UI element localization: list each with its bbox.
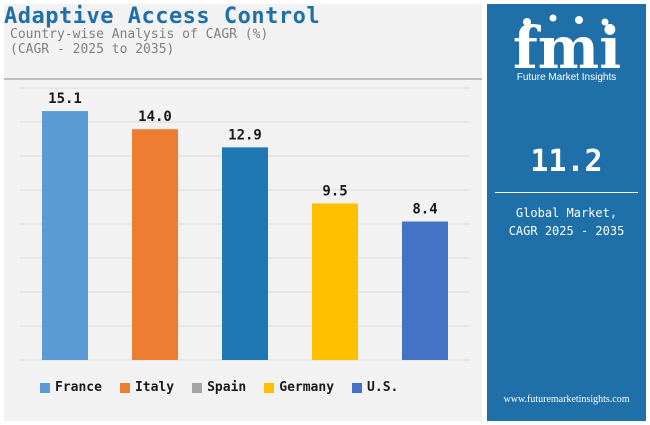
legend-label: Italy (134, 380, 175, 395)
header-divider (4, 78, 482, 80)
bar-value-label: 8.4 (412, 202, 437, 218)
bar-value-label: 15.1 (48, 91, 82, 107)
bar-value-label: 14.0 (138, 109, 172, 125)
legend-label: Spain (207, 380, 247, 395)
global-cagr-value: 11.2 (530, 144, 603, 179)
logo-decor-icon (575, 16, 583, 24)
caption-line-1: Global Market, (515, 206, 618, 220)
legend-item: Spain (192, 380, 246, 395)
legend-swatch (192, 382, 203, 393)
caption-line-2: CAGR 2025 - 2035 (508, 224, 625, 238)
legend-swatch (264, 382, 275, 393)
website-url: www.futuremarketinsights.com (503, 394, 630, 405)
logo-decor-icon (601, 18, 609, 26)
bar-chart: 15.1 14.0 12.9 9.5 8.4 (20, 87, 470, 361)
legend-item: Italy (119, 380, 175, 395)
legend-item: Germany (264, 380, 334, 395)
summary-divider (495, 192, 638, 193)
chart-subtitle: Country-wise Analysis of CAGR (%) (10, 27, 269, 42)
logo-decor-icon (523, 18, 531, 26)
legend-label: Germany (279, 380, 335, 395)
chart-legend: France Italy Spain Germany U.S. (40, 380, 398, 395)
chart-title: Adaptive Access Control (4, 4, 321, 29)
bar-spain (222, 147, 268, 360)
legend-item: France (40, 380, 102, 395)
legend-item: U.S. (352, 380, 398, 395)
chart-subtitle-period: (CAGR - 2025 to 2035) (10, 42, 175, 57)
legend-swatch (352, 382, 363, 393)
bar-value-label: 9.5 (322, 183, 347, 199)
summary-panel: fmi Future Market Insights 11.2 Global M… (487, 4, 646, 421)
legend-label: U.S. (367, 380, 399, 395)
fmi-logo: fmi (513, 14, 621, 82)
bar-value-label: 12.9 (228, 127, 262, 143)
logo-decor-icon (549, 14, 557, 22)
logo-subtitle: Future Market Insights (516, 72, 617, 83)
bar-us (402, 221, 448, 360)
bar-germany (312, 203, 358, 360)
legend-label: France (55, 380, 102, 395)
legend-swatch (119, 382, 130, 393)
global-cagr-caption: Global Market, CAGR 2025 - 2035 (487, 204, 646, 240)
legend-swatch (40, 382, 50, 393)
logo-lettering: fmi (513, 14, 621, 82)
bar-italy (132, 129, 178, 360)
bar-france (42, 111, 88, 360)
